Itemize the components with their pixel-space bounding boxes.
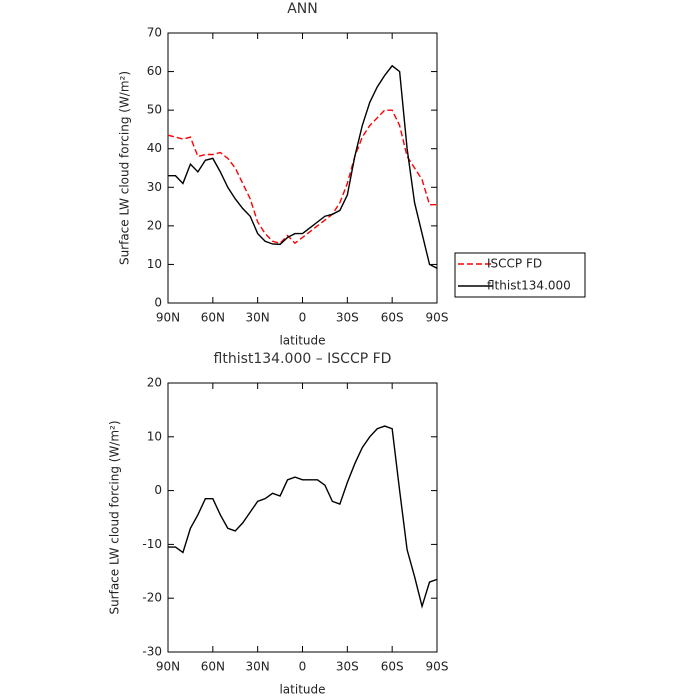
x-tick-label: 90S (426, 311, 449, 325)
legend-box (454, 252, 586, 298)
y-tick-label: -20 (142, 591, 162, 605)
y-tick-label: -10 (142, 537, 162, 551)
x-tick-label: 60S (381, 311, 404, 325)
y-axis-label: Surface LW cloud forcing (W/m²) (118, 71, 132, 265)
x-tick-label: 90N (156, 660, 180, 674)
x-tick-label: 90S (426, 660, 449, 674)
legend-label: ISCCP FD (487, 257, 542, 271)
data-line (167, 109, 437, 245)
y-tick-label: 40 (147, 141, 162, 155)
y-tick-label: 10 (147, 257, 162, 271)
x-tick-label: 30N (246, 660, 270, 674)
x-tick-label: 60S (381, 660, 404, 674)
x-tick-label: 60N (201, 311, 225, 325)
y-tick-label: 50 (147, 103, 162, 117)
y-tick-label: 20 (147, 218, 162, 232)
x-axis-label: latitude (279, 683, 325, 697)
legend-label: flthist134.000 (487, 279, 571, 293)
plot-frame (167, 32, 438, 304)
y-tick-label: 0 (154, 483, 162, 497)
x-tick-label: 30S (336, 660, 359, 674)
data-line (168, 64, 438, 269)
y-tick-label: -30 (142, 645, 162, 659)
y-tick-label: 70 (147, 26, 162, 40)
data-line (168, 425, 438, 609)
x-tick-label: 0 (299, 311, 307, 325)
chart-title: flthist134.000 – ISCCP FD (214, 351, 392, 367)
x-tick-label: 0 (299, 660, 307, 674)
y-axis-label: Surface LW cloud forcing (W/m²) (108, 420, 122, 614)
y-tick-label: 60 (147, 64, 162, 78)
x-tick-label: 60N (201, 660, 225, 674)
y-tick-label: 30 (147, 180, 162, 194)
plot-frame (167, 382, 438, 653)
y-tick-label: 10 (147, 429, 162, 443)
y-tick-label: 0 (154, 296, 162, 310)
y-tick-label: 20 (147, 376, 162, 390)
x-tick-label: 90N (156, 311, 180, 325)
x-tick-label: 30S (336, 311, 359, 325)
x-tick-label: 30N (246, 311, 270, 325)
x-axis-label: latitude (279, 334, 325, 348)
chart-title: ANN (287, 1, 318, 17)
